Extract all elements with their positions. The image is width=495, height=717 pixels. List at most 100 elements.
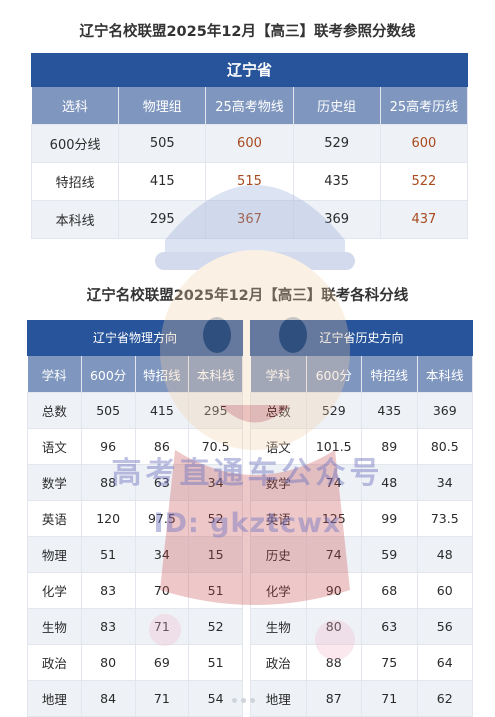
table-cell: 62	[417, 680, 473, 717]
table-row: 数学 88 63 34	[27, 464, 243, 501]
table-row: 政治 80 69 51	[27, 644, 243, 681]
table-row: 特招线 415 515 435 522	[30, 162, 469, 201]
column-header: 学科	[250, 356, 307, 393]
row-label: 英语	[250, 500, 307, 537]
table-cell: 51	[188, 644, 243, 681]
table-cell: 60	[417, 572, 473, 609]
column-header: 本科线	[188, 356, 243, 393]
column-header: 选科	[31, 87, 120, 125]
table-header-row: 学科 600分 特招线 本科线	[250, 356, 473, 393]
table-cell: 87	[306, 680, 362, 717]
table-cell: 83	[81, 572, 136, 609]
row-label: 语文	[27, 428, 82, 465]
table-cell: 600	[380, 124, 469, 163]
table-cell: 437	[380, 200, 469, 239]
table-row: 地理 87 71 62	[250, 680, 473, 717]
table-row: 数学 74 48 34	[250, 464, 473, 501]
table-row: 语文 101.5 89 80.5	[250, 428, 473, 465]
table-cell: 51	[188, 572, 243, 609]
table-cell: 74	[306, 536, 362, 573]
table-row: 历史 74 59 48	[250, 536, 473, 573]
table-cell: 125	[306, 500, 362, 537]
column-header: 学科	[27, 356, 82, 393]
table-row: 英语 125 99 73.5	[250, 500, 473, 537]
table-cell: 48	[361, 464, 418, 501]
row-label: 特招线	[30, 162, 120, 201]
table-row: 总数 529 435 369	[250, 392, 473, 429]
table-cell: 71	[361, 680, 418, 717]
table-row: 生物 80 63 56	[250, 608, 473, 645]
table-row: 600分线 505 600 529 600	[30, 124, 469, 163]
table-cell: 70.5	[188, 428, 243, 465]
table-row: 英语 120 97.5 52	[27, 500, 243, 537]
row-label: 政治	[27, 644, 82, 681]
table-cell: 96	[81, 428, 136, 465]
table-cell: 80	[81, 644, 136, 681]
table-row: 物理 51 34 15	[27, 536, 243, 573]
row-label: 数学	[27, 464, 82, 501]
row-label: 600分线	[30, 124, 120, 163]
table-cell: 71	[135, 680, 190, 717]
table-row: 地理 84 71 54	[27, 680, 243, 717]
table-row: 语文 96 86 70.5	[27, 428, 243, 465]
row-label: 总数	[27, 392, 82, 429]
table-cell: 295	[118, 200, 207, 239]
column-header: 600分	[81, 356, 136, 393]
row-label: 物理	[27, 536, 82, 573]
column-header: 25高考物线	[205, 87, 294, 125]
table-cell: 435	[361, 392, 418, 429]
table-cell: 99	[361, 500, 418, 537]
table-cell: 52	[188, 500, 243, 537]
table-cell: 63	[361, 608, 418, 645]
table-cell: 52	[188, 608, 243, 645]
table-cell: 505	[81, 392, 136, 429]
table-cell: 83	[81, 608, 136, 645]
table-cell: 75	[361, 644, 418, 681]
table-cell: 34	[135, 536, 190, 573]
row-label: 历史	[250, 536, 307, 573]
table-cell: 415	[135, 392, 190, 429]
table-cell: 34	[417, 464, 473, 501]
table-cell: 600	[205, 124, 294, 163]
column-header: 物理组	[118, 87, 207, 125]
table-cell: 88	[306, 644, 362, 681]
column-header: 600分	[306, 356, 362, 393]
table-cell: 59	[361, 536, 418, 573]
table-cell: 415	[118, 162, 207, 201]
table-cell: 505	[118, 124, 207, 163]
row-label: 本科线	[30, 200, 120, 239]
table-cell: 529	[306, 392, 362, 429]
column-header: 历史组	[293, 87, 381, 125]
reference-score-table: 辽宁省 选科 物理组 25高考物线 历史组 25高考历线 600分线 505 6…	[30, 53, 469, 239]
table-row: 政治 88 75 64	[250, 644, 473, 681]
row-label: 地理	[27, 680, 82, 717]
table-cell: 84	[81, 680, 136, 717]
table-row: 化学 83 70 51	[27, 572, 243, 609]
table-cell: 51	[81, 536, 136, 573]
table-row: 本科线 295 367 369 437	[30, 200, 469, 239]
province-header: 辽宁省	[31, 53, 468, 87]
table-cell: 63	[135, 464, 190, 501]
row-label: 总数	[250, 392, 307, 429]
table-cell: 71	[135, 608, 190, 645]
history-table-header: 辽宁省历史方向	[250, 320, 473, 356]
row-label: 英语	[27, 500, 82, 537]
table-cell: 529	[293, 124, 381, 163]
row-label: 数学	[250, 464, 307, 501]
section-title: 辽宁名校联盟2025年12月【高三】联考各科分线	[86, 288, 409, 304]
table-header-row: 选科 物理组 25高考物线 历史组 25高考历线	[31, 87, 469, 125]
table-cell: 120	[81, 500, 136, 537]
table-cell: 90	[306, 572, 362, 609]
table-header-row: 学科 600分 特招线 本科线	[27, 356, 243, 393]
row-label: 地理	[250, 680, 307, 717]
row-label: 化学	[27, 572, 82, 609]
row-label: 语文	[250, 428, 307, 465]
table-cell: 68	[361, 572, 418, 609]
row-label: 化学	[250, 572, 307, 609]
table-cell: 56	[417, 608, 473, 645]
column-header: 25高考历线	[380, 87, 469, 125]
table-cell: 73.5	[417, 500, 473, 537]
table-cell: 86	[135, 428, 190, 465]
table-row: 总数 505 415 295	[27, 392, 243, 429]
table-cell: 522	[380, 162, 469, 201]
